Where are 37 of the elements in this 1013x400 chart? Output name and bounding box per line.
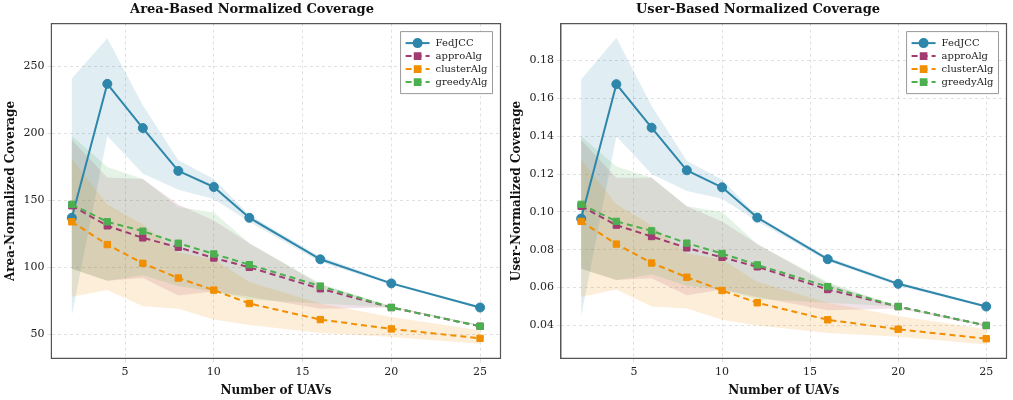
x-tick-label: 25: [473, 364, 488, 378]
x-tick-label: 5: [630, 364, 638, 378]
legend-label: greedyAlg: [941, 75, 995, 87]
y-tick-label: 0.06: [529, 280, 554, 294]
legend-label: greedyAlg: [435, 75, 489, 87]
legend-label: approAlg: [941, 49, 989, 61]
y-tick-label: 50: [30, 327, 45, 341]
x-tick-label: 20: [384, 364, 399, 378]
y-tick-label: 200: [23, 126, 45, 140]
x-tick-label: 15: [803, 364, 818, 378]
x-axis-title: Number of UAVs: [220, 382, 332, 397]
x-axis-title: Number of UAVs: [728, 382, 840, 397]
y-tick-label: 0.16: [529, 91, 554, 105]
y-tick-label: 0.10: [529, 204, 554, 218]
x-tick-label: 5: [121, 364, 129, 378]
y-axis-title: User-Normalized Coverage: [509, 100, 524, 282]
legend-label: approAlg: [435, 49, 483, 61]
y-axis-title: Area-Normalized Coverage: [3, 100, 18, 283]
y-tick-label: 100: [23, 260, 45, 274]
y-tick-label: 0.14: [529, 129, 554, 143]
y-tick-label: 0.08: [529, 242, 554, 256]
chart-title: User-Based Normalized Coverage: [636, 1, 880, 17]
legend-label: FedJCC: [941, 36, 980, 48]
legend-label: clusterAlg: [435, 62, 489, 74]
x-tick-label: 25: [979, 364, 994, 378]
x-tick-label: 15: [295, 364, 310, 378]
y-tick-label: 250: [23, 59, 45, 73]
x-tick-label: 10: [206, 364, 221, 378]
y-tick-label: 0.04: [529, 318, 554, 332]
legend-label: FedJCC: [435, 36, 474, 48]
x-tick-label: 20: [891, 364, 906, 378]
y-tick-label: 0.18: [529, 53, 554, 67]
legend-label: clusterAlg: [941, 62, 995, 74]
y-tick-label: 150: [23, 193, 45, 207]
chart-title: Area-Based Normalized Coverage: [129, 1, 374, 17]
x-tick-label: 10: [715, 364, 730, 378]
y-tick-label: 0.12: [529, 166, 554, 180]
